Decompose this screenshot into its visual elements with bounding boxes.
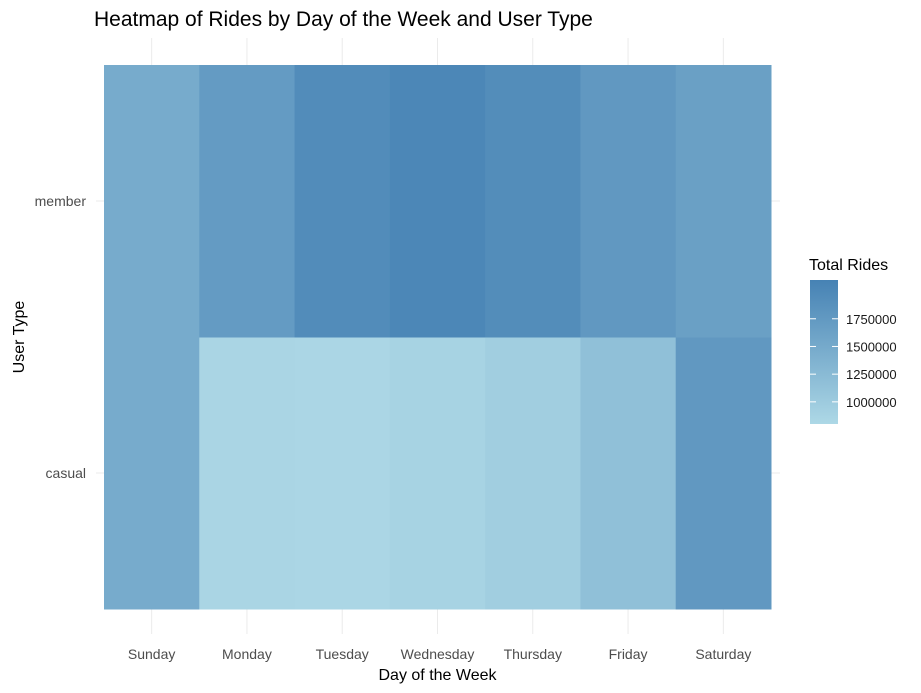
heatmap-cell-member-thursday — [485, 65, 581, 338]
heatmap-cell-casual-sunday — [104, 337, 200, 610]
y-tick-label: casual — [46, 465, 86, 481]
y-tick-label: member — [35, 193, 87, 209]
heatmap-cells — [104, 65, 772, 610]
x-tick-label: Sunday — [128, 646, 175, 662]
heatmap-cell-casual-tuesday — [294, 337, 391, 610]
legend-tick-label: 1000000 — [846, 395, 897, 410]
y-axis-ticks: casual member — [35, 193, 87, 481]
heatmap-cell-casual-wednesday — [389, 337, 486, 610]
x-tick-label: Monday — [222, 646, 272, 662]
x-axis-ticks: Sunday Monday Tuesday Wednesday Thursday Frid… — [128, 646, 751, 662]
legend-title: Total Rides — [809, 257, 888, 274]
legend-colorbar — [810, 280, 838, 424]
heatmap-cell-casual-friday — [580, 337, 677, 610]
heatmap-cell-member-friday — [580, 65, 677, 338]
legend-tick-label: 1500000 — [846, 339, 897, 354]
legend-tick-label: 1750000 — [846, 312, 897, 327]
heatmap-cell-member-tuesday — [294, 65, 391, 338]
y-axis-title: User Type — [11, 301, 28, 374]
x-tick-label: Wednesday — [401, 646, 475, 662]
heatmap-cell-member-saturday — [675, 65, 772, 338]
heatmap-cell-member-monday — [199, 65, 296, 338]
heatmap-cell-casual-thursday — [485, 337, 581, 610]
x-tick-label: Saturday — [695, 646, 751, 662]
x-tick-label: Thursday — [504, 646, 562, 662]
heatmap-cell-member-sunday — [104, 65, 200, 338]
legend-tick-label: 1250000 — [846, 367, 897, 382]
legend-ticks: 1000000 1250000 1500000 1750000 — [810, 312, 897, 410]
x-tick-label: Friday — [609, 646, 648, 662]
legend: Total Rides 1000000 1250000 1500000 1750000 — [809, 257, 897, 424]
heatmap-cell-member-wednesday — [389, 65, 486, 338]
heatmap-cell-casual-saturday — [675, 337, 772, 610]
heatmap-cell-casual-monday — [199, 337, 296, 610]
x-axis-title: Day of the Week — [379, 667, 498, 684]
x-tick-label: Tuesday — [316, 646, 369, 662]
chart-title: Heatmap of Rides by Day of the Week and … — [94, 8, 593, 31]
